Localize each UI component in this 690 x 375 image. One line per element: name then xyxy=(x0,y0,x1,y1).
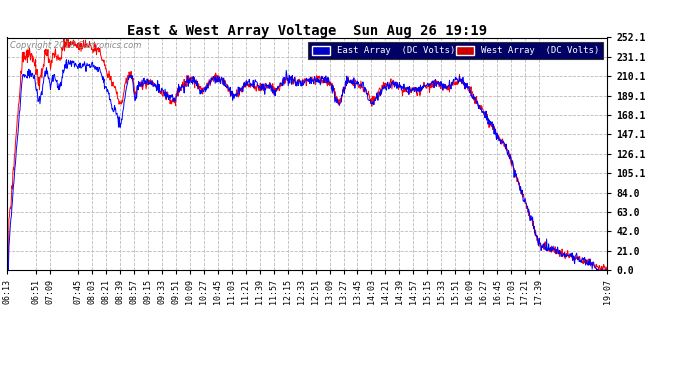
Legend: East Array  (DC Volts), West Array  (DC Volts): East Array (DC Volts), West Array (DC Vo… xyxy=(308,42,602,59)
Title: East & West Array Voltage  Sun Aug 26 19:19: East & West Array Voltage Sun Aug 26 19:… xyxy=(127,24,487,38)
Text: Copyright 2018 Cartronics.com: Copyright 2018 Cartronics.com xyxy=(10,41,141,50)
